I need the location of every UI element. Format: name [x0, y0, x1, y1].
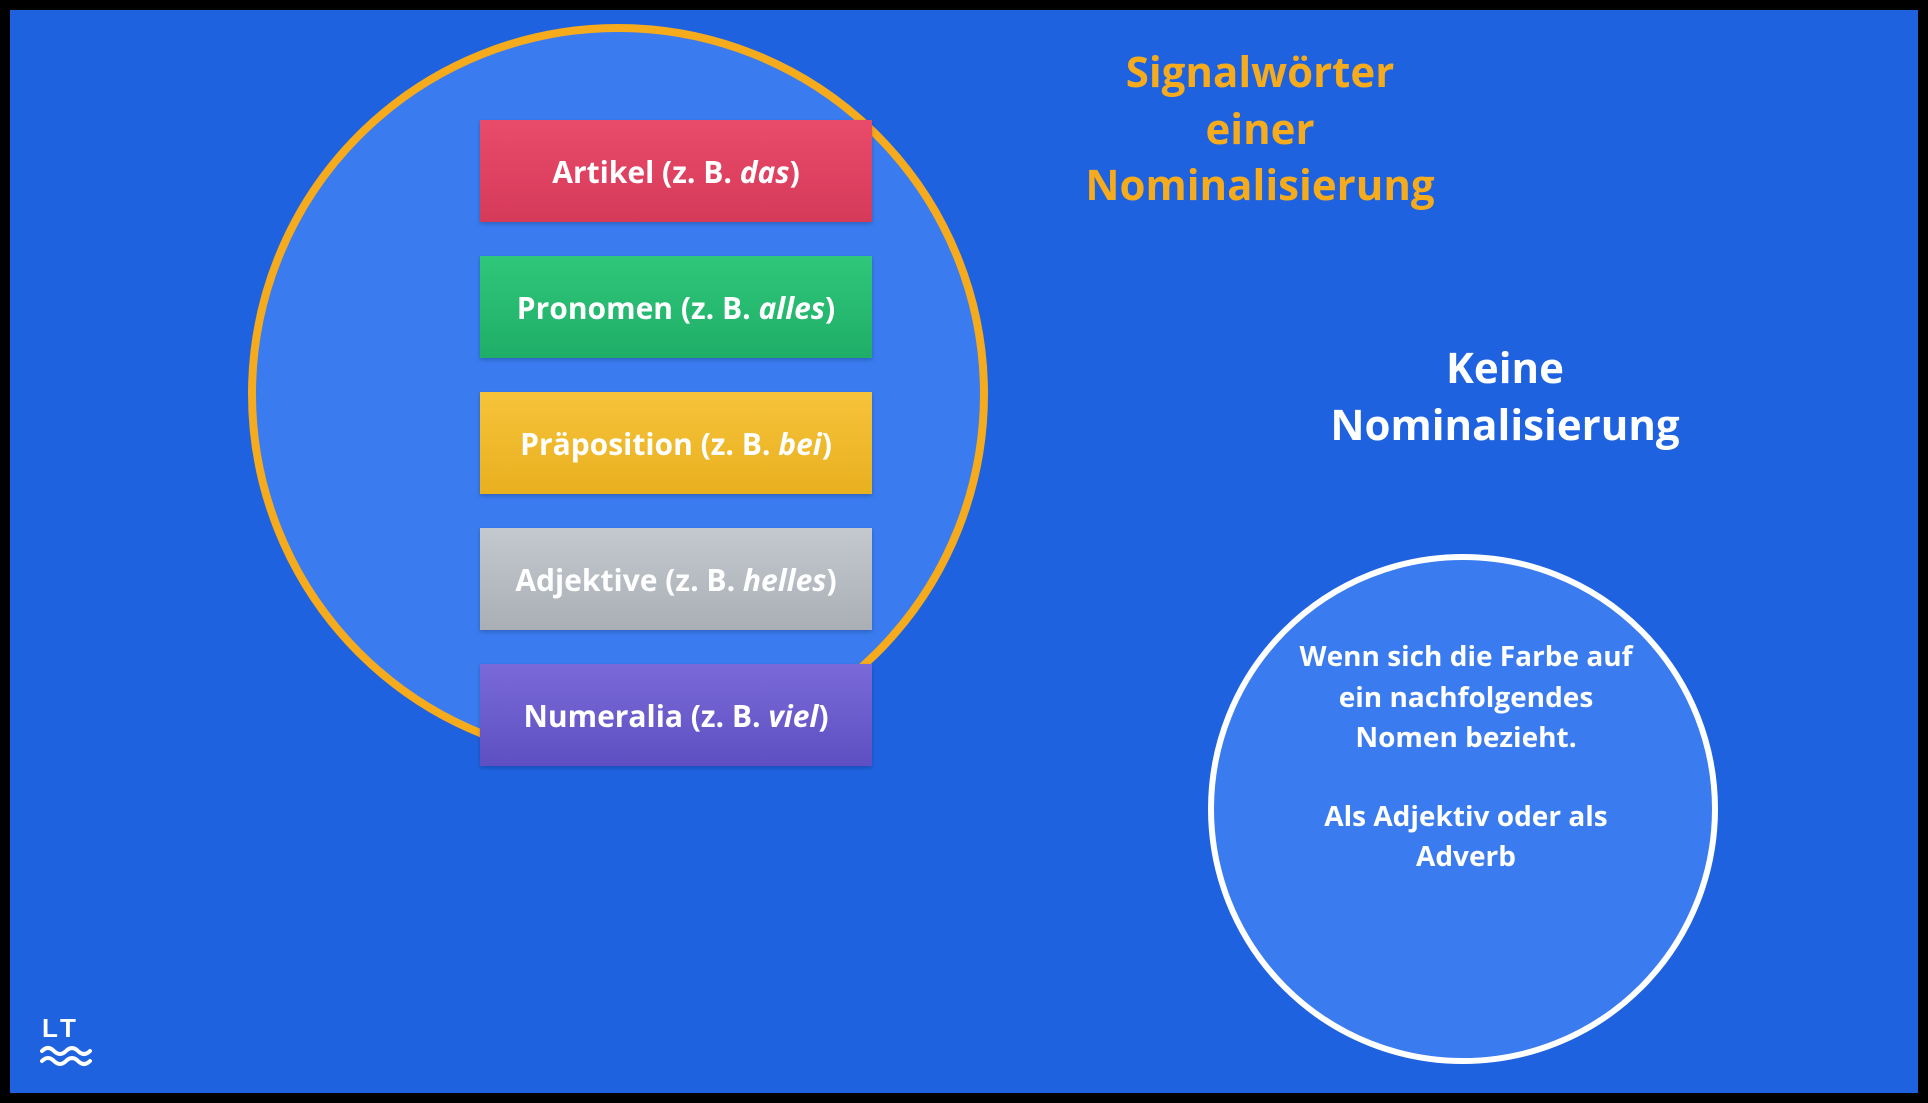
heading-side-line: Nominalisierung	[1330, 396, 1679, 453]
side-content-paragraph: Wenn sich die Farbe auf ein nachfolgende…	[1286, 636, 1646, 758]
svg-text:L: L	[42, 1013, 58, 1043]
signalword-box-label: Numeralia (z. B. viel)	[524, 695, 829, 736]
heading-main-line: Signalwörter	[1126, 43, 1395, 100]
brand-logo-lt: L T	[38, 1011, 94, 1067]
signalword-box-list: Artikel (z. B. das) Pronomen (z. B. alles…	[480, 120, 872, 766]
signalword-box-numeralia: Numeralia (z. B. viel)	[480, 664, 872, 766]
heading-keine-nominalisierung: KeineNominalisierung	[1270, 340, 1740, 453]
heading-signalwoerter: SignalwörtereinerNominalisierung	[1000, 44, 1520, 214]
slide-canvas: SignalwörtereinerNominalisierung KeineNo…	[10, 10, 1918, 1093]
signalword-box-pronomen: Pronomen (z. B. alles)	[480, 256, 872, 358]
signalword-box-label: Adjektive (z. B. helles)	[515, 559, 836, 600]
signalword-box-label: Präposition (z. B. bei)	[520, 423, 832, 464]
signalword-box-adjektive: Adjektive (z. B. helles)	[480, 528, 872, 630]
side-content-paragraph: Als Adjektiv oder als Adverb	[1286, 796, 1646, 877]
heading-main-line: einer	[1205, 100, 1314, 157]
signalword-box-präposition: Präposition (z. B. bei)	[480, 392, 872, 494]
heading-side-line: Keine	[1446, 339, 1564, 396]
heading-main-line: Nominalisierung	[1085, 156, 1434, 213]
side-content-keine-nominalisierung: Wenn sich die Farbe auf ein nachfolgende…	[1286, 636, 1646, 915]
signalword-box-label: Pronomen (z. B. alles)	[517, 287, 835, 328]
signalword-box-artikel: Artikel (z. B. das)	[480, 120, 872, 222]
signalword-box-label: Artikel (z. B. das)	[552, 151, 799, 192]
svg-text:T: T	[60, 1013, 76, 1043]
